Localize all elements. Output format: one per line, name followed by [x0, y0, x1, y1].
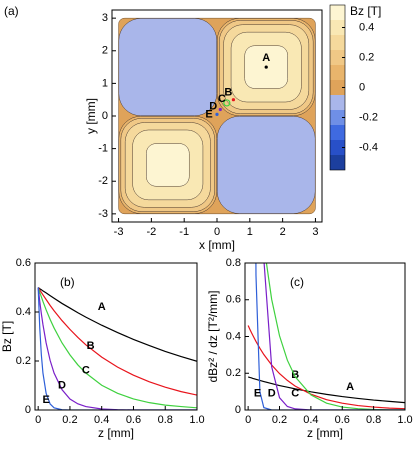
x-tick-label: 0.2 [62, 414, 77, 426]
y-tick-label: 0.2 [16, 355, 31, 367]
x-tick-label: 0 [214, 226, 220, 238]
point-label: A [262, 52, 270, 64]
series-line [265, 263, 405, 410]
colorbar-label: Bz [T] [350, 4, 381, 18]
colorbar-tick-label: -0.2 [359, 111, 378, 123]
series-label: D [268, 387, 276, 399]
series-line [247, 376, 405, 404]
y-tick-label: 2 [102, 45, 108, 57]
x-tick-label: 0.8 [158, 414, 173, 426]
y-axis-label: y [mm] [84, 98, 98, 134]
series-label: C [82, 365, 90, 377]
series-label: D [58, 379, 66, 391]
colorbar-segment [330, 80, 345, 95]
point-marker [223, 99, 231, 107]
x-tick-label: 0.2 [272, 414, 287, 426]
colorbar-tick-label: 0 [359, 81, 365, 93]
contour-level [216, 115, 316, 214]
colorbar-segment [330, 50, 345, 65]
point-marker [231, 98, 236, 102]
y-axis-label: dBz² / dz [T²/mm] [206, 290, 220, 382]
colorbar-tick-label: -0.4 [359, 141, 378, 153]
contour-level [118, 18, 218, 117]
x-tick-label: 2 [280, 226, 286, 238]
series-label: A [98, 301, 106, 313]
x-axis-label: z [mm] [98, 426, 134, 440]
point-marker [264, 65, 268, 69]
point-label: B [224, 87, 232, 99]
series-label: B [87, 340, 95, 352]
point-label: C [218, 93, 226, 105]
series-label: C [291, 387, 299, 399]
plot-frame [34, 262, 198, 411]
colorbar-segment [330, 155, 345, 170]
y-tick-label: 0 [102, 110, 108, 122]
colorbar-segment [330, 140, 345, 155]
x-tick-label: 1.0 [397, 414, 412, 426]
colorbar-segment [330, 95, 345, 110]
panel-label: (a) [4, 4, 19, 18]
series-label: E [254, 387, 261, 399]
series-line [37, 287, 197, 396]
point-marker [218, 107, 222, 112]
contour-level [146, 143, 190, 187]
y-tick-label: -2 [98, 175, 108, 187]
y-tick-label: 0.8 [226, 257, 241, 269]
x-tick-label: 0.4 [94, 414, 109, 426]
y-tick-label: 0.4 [226, 330, 241, 342]
x-axis-label: z [mm] [307, 426, 343, 440]
point-marker [215, 112, 219, 116]
y-tick-label: 3 [102, 12, 108, 24]
x-axis-label: x [mm] [199, 238, 235, 252]
point-label: D [209, 100, 217, 112]
y-tick-label: 0.2 [226, 367, 241, 379]
x-tick-label: 3 [312, 226, 318, 238]
x-tick-label: 0.4 [303, 414, 318, 426]
series-line [37, 287, 197, 410]
series-line [37, 287, 197, 410]
colorbar-segment [330, 35, 345, 50]
y-tick-label: 0 [25, 404, 31, 416]
colorbar-tick-label: 0.2 [359, 51, 374, 63]
panel-label: (b) [60, 275, 75, 289]
x-tick-label: -3 [114, 226, 124, 238]
colorbar-segment [330, 110, 345, 125]
series-line [263, 263, 405, 410]
colorbar-segment [330, 125, 345, 140]
series-label: E [42, 394, 49, 406]
colorbar-segment [330, 65, 345, 80]
series-label: A [346, 381, 354, 393]
colorbar-segment [330, 5, 345, 20]
y-tick-label: -1 [98, 143, 108, 155]
y-tick-label: 0.6 [16, 257, 31, 269]
y-axis-label: Bz [T] [0, 321, 14, 352]
series-line [37, 287, 197, 409]
series-label: B [291, 369, 299, 381]
colorbar-segment [330, 20, 345, 35]
x-tick-label: 0.6 [126, 414, 141, 426]
x-tick-label: 0.6 [335, 414, 350, 426]
x-tick-label: 0 [245, 414, 251, 426]
x-tick-label: 1 [247, 226, 253, 238]
colorbar-tick-label: 0.4 [359, 21, 374, 33]
point-label: E [205, 108, 212, 120]
y-tick-label: 0.6 [226, 294, 241, 306]
panel-label: (c) [290, 275, 304, 289]
y-tick-label: 0 [235, 404, 241, 416]
series-line [247, 325, 405, 410]
x-tick-label: 0 [35, 414, 41, 426]
x-tick-label: -2 [146, 226, 156, 238]
y-tick-label: -3 [98, 208, 108, 220]
y-tick-label: 1 [102, 77, 108, 89]
x-tick-label: 1.0 [189, 414, 204, 426]
series-line [37, 287, 197, 362]
x-tick-label: -1 [179, 226, 189, 238]
x-tick-label: 0.8 [366, 414, 381, 426]
y-tick-label: 0.4 [16, 306, 31, 318]
